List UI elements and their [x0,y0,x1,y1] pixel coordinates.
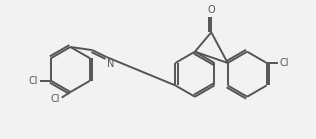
Text: Cl: Cl [280,58,289,68]
Text: Cl: Cl [28,76,38,86]
Text: Cl: Cl [51,94,60,104]
Text: O: O [208,5,215,15]
Text: N: N [107,59,114,69]
